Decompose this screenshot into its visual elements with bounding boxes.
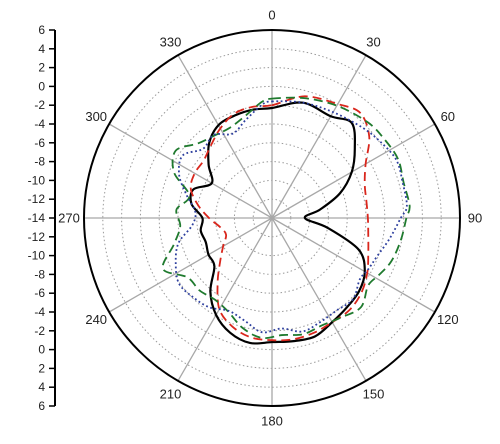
grid-spoke [108, 123, 273, 219]
grid-spoke [271, 217, 436, 313]
grid-spoke [177, 54, 273, 219]
series-line-3 [161, 96, 411, 340]
radial-tick-label: -4 [34, 117, 45, 131]
series-line-2 [189, 95, 371, 342]
radial-tick-label: 2 [38, 361, 45, 375]
grid-spoke [271, 123, 436, 219]
data-series [161, 95, 411, 345]
angle-label: 0 [268, 8, 275, 23]
angle-label: 270 [58, 211, 80, 226]
angle-label: 210 [160, 386, 182, 401]
grid-spoke [177, 217, 273, 382]
angle-label: 330 [160, 35, 182, 50]
radial-tick-label: -8 [34, 267, 45, 281]
radial-tick-label: 4 [38, 380, 45, 394]
series-line-1 [189, 101, 366, 345]
angle-labels: 0 30 60 90 120 150 180 210 240 270 300 330 [58, 8, 482, 429]
radial-tick-label: 2 [38, 61, 45, 75]
radial-tick-label: 4 [38, 42, 45, 56]
grid-spoke [108, 217, 273, 313]
grid-spoke [271, 217, 367, 382]
radial-tick-label: -2 [34, 98, 45, 112]
radial-tick-label: -14 [28, 211, 46, 225]
angle-label: 30 [366, 35, 380, 50]
radial-tick-label: -10 [28, 173, 46, 187]
radial-tick-label: -2 [34, 324, 45, 338]
series-line-4 [174, 100, 408, 334]
grid-spoke [271, 54, 367, 219]
polar-grid [83, 29, 461, 407]
angle-label: 240 [85, 312, 107, 327]
radial-tick-label: 0 [38, 79, 45, 93]
angle-label: 60 [441, 109, 455, 124]
radial-tick-label: -4 [34, 305, 45, 319]
radial-tick-label: -12 [28, 230, 46, 244]
angle-label: 150 [363, 386, 385, 401]
radial-tick-label: -10 [28, 249, 46, 263]
angle-label: 120 [437, 312, 459, 327]
radial-tick-label: -12 [28, 192, 46, 206]
angle-label: 90 [468, 211, 482, 226]
radial-axis: 6 4 2 0 -2 -4 -6 -8 -10 -12 -14 -12 -10 -8 -6 -4 -2 0 2 4 6 [28, 23, 56, 413]
radial-tick-label: -8 [34, 155, 45, 169]
radial-tick-label: -6 [34, 286, 45, 300]
radial-tick-label: 6 [38, 399, 45, 413]
angle-label: 180 [261, 414, 283, 429]
outer-circle [83, 29, 461, 407]
radial-tick-label: -6 [34, 136, 45, 150]
radial-tick-label: 6 [38, 23, 45, 37]
angle-label: 300 [85, 109, 107, 124]
radial-tick-label: 0 [38, 343, 45, 357]
